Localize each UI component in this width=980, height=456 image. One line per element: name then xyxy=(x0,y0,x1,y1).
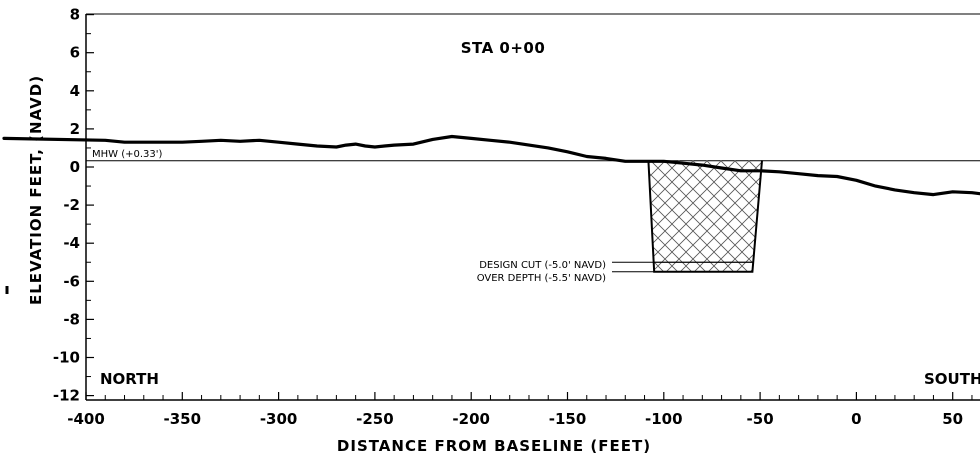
design-cut-label: DESIGN CUT (-5.0' NAVD) xyxy=(479,260,606,271)
x-tick-label: -250 xyxy=(356,410,394,428)
y-tick-label: -8 xyxy=(63,310,80,328)
x-ticks: -400 -350 -300 -250 -200 -150 -100 -50 0 50 xyxy=(67,392,973,428)
y-tick-label: -4 xyxy=(63,234,80,252)
x-tick-label: -100 xyxy=(645,410,683,428)
y-tick-label: 8 xyxy=(70,6,80,24)
y-axis-label: ELEVATION FEET, (NAVD) xyxy=(27,75,45,305)
y-tick-label: -6 xyxy=(63,272,80,290)
mhw-label: MHW (+0.33') xyxy=(92,149,163,160)
y-tick-label: -10 xyxy=(53,349,80,367)
y-tick-label: 2 xyxy=(70,120,80,138)
x-tick-label: -350 xyxy=(164,410,202,428)
y-tick-label: 6 xyxy=(70,44,80,62)
y-tick-label: -12 xyxy=(53,387,80,405)
x-tick-label: -200 xyxy=(452,410,490,428)
y-tick-label: 4 xyxy=(70,82,80,100)
station-title: STA 0+00 xyxy=(461,39,546,57)
x-tick-label: -50 xyxy=(747,410,774,428)
direction-north-label: NORTH xyxy=(100,370,159,388)
y-tick-label: -2 xyxy=(63,196,80,214)
x-tick-label: 0 xyxy=(851,410,861,428)
over-depth-label: OVER DEPTH (-5.5' NAVD) xyxy=(477,273,606,284)
ground-profile-line xyxy=(2,134,980,197)
y-tick-label: 0 xyxy=(70,158,80,176)
channel-cut-outline xyxy=(647,160,764,273)
x-tick-label: -400 xyxy=(67,410,105,428)
x-tick-label: -300 xyxy=(260,410,298,428)
x-axis-label: DISTANCE FROM BASELINE (FEET) xyxy=(337,437,651,455)
y-ticks: 8 6 4 2 0 -2 -4 -6 -8 -10 -12 xyxy=(53,6,94,405)
channel-cut-hatch xyxy=(648,160,763,272)
x-tick-label: 50 xyxy=(942,410,963,428)
direction-south-label: SOUTH xyxy=(924,370,980,388)
x-tick-label: -150 xyxy=(549,410,587,428)
